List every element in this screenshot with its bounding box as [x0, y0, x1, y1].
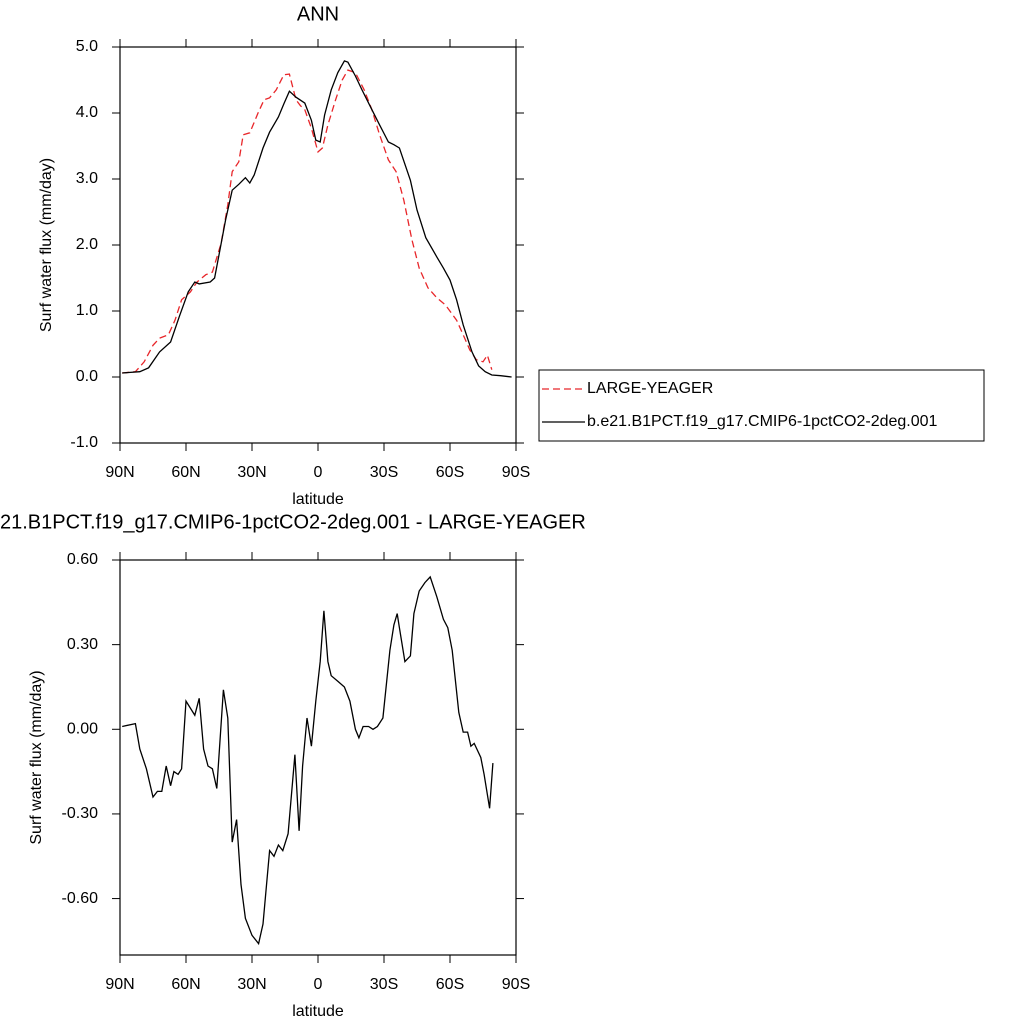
x-tick-label: 90N [105, 464, 134, 481]
x-tick-label: 30N [237, 976, 266, 993]
x-tick-label: 60N [171, 976, 200, 993]
y-tick-label: -0.60 [62, 890, 99, 907]
plot-frame [119, 559, 517, 956]
y-tick-label: 0.00 [67, 721, 98, 738]
x-tick-label: 0 [314, 464, 323, 481]
y-tick-label: 0.30 [67, 636, 98, 653]
x-tick-label: 60S [436, 464, 464, 481]
y-tick-label: 2.0 [76, 236, 98, 253]
y-tick-label: 0.60 [67, 551, 98, 568]
y-tick-label: 5.0 [76, 38, 98, 55]
chart-title: ANN [297, 3, 339, 25]
legend-box [538, 369, 985, 442]
x-tick-label: 90S [502, 976, 530, 993]
x-axis-label: latitude [292, 491, 344, 508]
y-tick-label: 1.0 [76, 302, 98, 319]
x-tick-label: 60S [436, 976, 464, 993]
x-tick-label: 90S [502, 464, 530, 481]
x-tick-label: 0 [314, 976, 323, 993]
legend-label: b.e21.B1PCT.f19_g17.CMIP6-1pctCO2-2deg.0… [587, 413, 938, 430]
chart-title: 21.B1PCT.f19_g17.CMIP6-1pctCO2-2deg.001 … [0, 511, 586, 533]
y-tick-label: -1.0 [70, 434, 98, 451]
x-tick-label: 90N [105, 976, 134, 993]
y-tick-label: 4.0 [76, 104, 98, 121]
y-axis-label: Surf water flux (mm/day) [38, 158, 55, 332]
x-tick-label: 30S [370, 976, 398, 993]
x-tick-label: 30N [237, 464, 266, 481]
y-tick-label: 3.0 [76, 170, 98, 187]
y-tick-label: -0.30 [62, 805, 99, 822]
series-line [122, 575, 494, 946]
x-tick-label: 30S [370, 464, 398, 481]
plot-frame [119, 46, 517, 444]
series-line [122, 69, 493, 374]
legend-label: LARGE-YEAGER [587, 380, 713, 397]
series-line [122, 60, 512, 378]
x-axis-label: latitude [292, 1003, 344, 1020]
y-tick-label: 0.0 [76, 368, 98, 385]
x-tick-label: 60N [171, 464, 200, 481]
y-axis-label: Surf water flux (mm/day) [28, 670, 45, 844]
